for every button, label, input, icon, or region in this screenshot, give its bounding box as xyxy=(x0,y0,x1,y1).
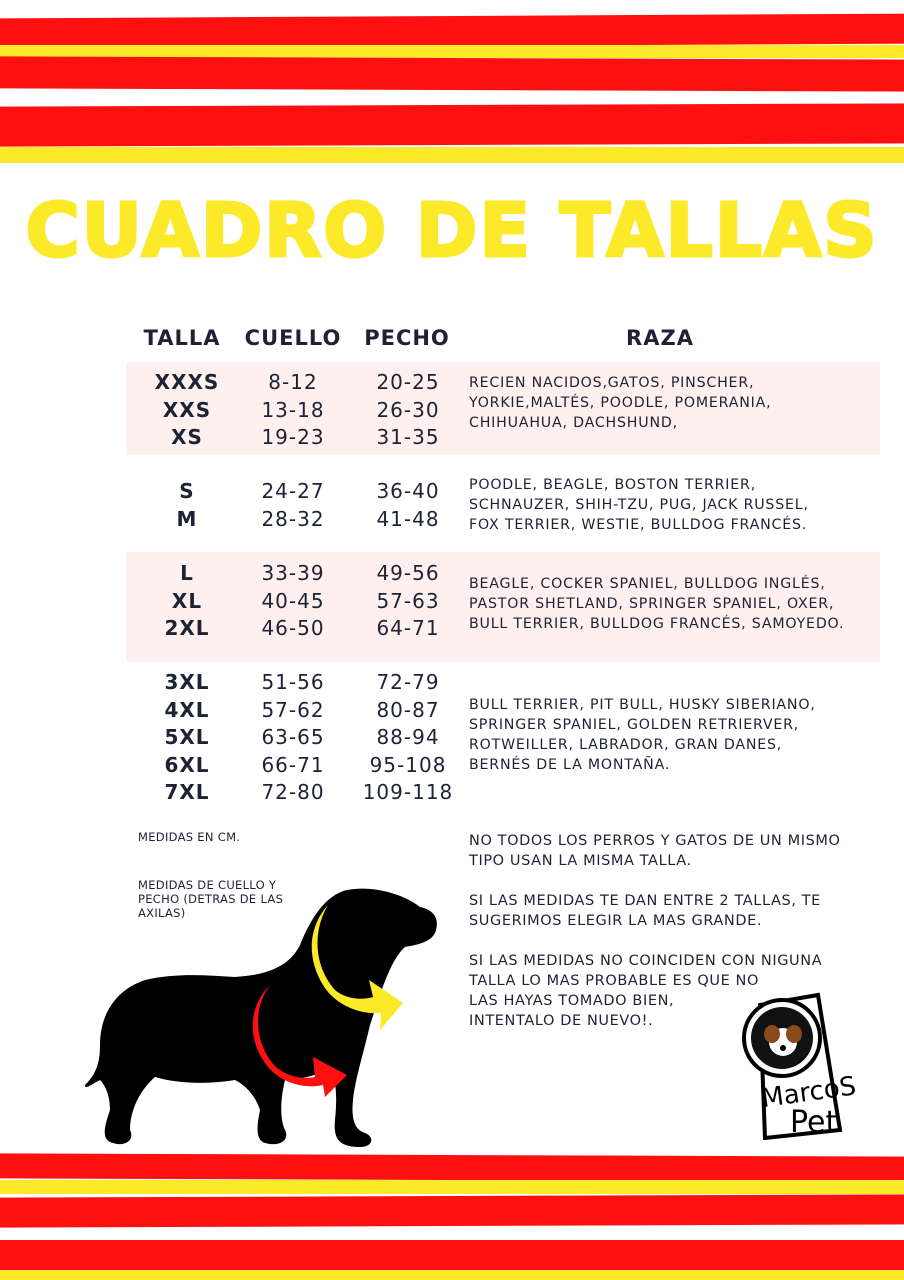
cuello-column: 24-27 28-32 xyxy=(240,478,346,533)
raza-line: BULL TERRIER, PIT BULL, HUSKY SIBERIANO, xyxy=(469,697,816,713)
pecho-cell: 31-35 xyxy=(376,425,440,449)
pecho-cell: 26-30 xyxy=(376,397,440,422)
talla-column: L XL 2XL xyxy=(140,560,234,643)
talla-cell: M xyxy=(176,506,198,531)
tip-line: TALLA LO MAS PROBABLE ES QUE NO xyxy=(469,973,760,989)
tip-line: TIPO USAN LA MISMA TALLA. xyxy=(469,853,692,869)
cuello-column: 51-56 57-62 63-65 66-71 72-80 xyxy=(240,669,346,807)
pecho-cell: 109-118 xyxy=(362,780,454,804)
logo-graphic: MarcoS Pet xyxy=(742,992,858,1141)
talla-cell: L xyxy=(180,561,194,585)
raza-line: POODLE, BEAGLE, BOSTON TERRIER, xyxy=(469,477,757,493)
tip-line: NO TODOS LOS PERROS Y GATOS DE UN MISMO xyxy=(469,833,841,849)
talla-cell: S xyxy=(179,479,195,503)
raza-line: CHIHUAHUA, DACHSHUND, xyxy=(469,415,678,431)
raza-line: SCHNAUZER, SHIH-TZU, PUG, JACK RUSSEL, xyxy=(469,497,809,513)
cuello-cell: 63-65 xyxy=(261,725,325,749)
cuello-cell: 51-56 xyxy=(261,670,325,694)
cuello-column: 33-39 40-45 46-50 xyxy=(240,560,346,643)
pecho-cell: 49-56 xyxy=(376,561,440,585)
tip-line: SUGERIMOS ELEGIR LA MAS GRANDE. xyxy=(469,913,763,929)
marcos-pet-logo: MarcoS Pet xyxy=(740,990,865,1141)
raza-line: FOX TERRIER, WESTIE, BULLDOG FRANCÉS. xyxy=(469,517,808,533)
note-line: PECHO (DETRAS DE LAS xyxy=(138,892,284,906)
measure-note: MEDIDAS DE CUELLO Y PECHO (DETRAS DE LAS… xyxy=(138,878,283,920)
dog-silhouette-icon xyxy=(85,888,437,1147)
tip-3: SI LAS MEDIDAS NO COINCIDEN CON NIGUNA T… xyxy=(469,951,822,1031)
tip-line: SI LAS MEDIDAS NO COINCIDEN CON NIGUNA xyxy=(469,953,823,969)
pecho-cell: 88-94 xyxy=(376,725,440,749)
raza-cell: RECIEN NACIDOS,GATOS, PINSCHER, YORKIE,MA… xyxy=(469,373,771,433)
raza-line: BERNÉS DE LA MONTAÑA. xyxy=(469,757,671,773)
pecho-cell: 95-108 xyxy=(369,752,447,777)
pecho-cell: 41-48 xyxy=(376,506,440,531)
page-title: CUADRO DE TALLAS xyxy=(24,187,879,276)
raza-line: BEAGLE, COCKER SPANIEL, BULLDOG INGLÉS, xyxy=(469,576,826,592)
pecho-column: 20-25 26-30 31-35 xyxy=(350,369,466,452)
talla-cell: 4XL xyxy=(164,697,210,722)
cuello-cell: 33-39 xyxy=(261,561,325,585)
talla-column: XXXS XXS XS xyxy=(140,369,234,452)
cuello-column: 8-12 13-18 19-23 xyxy=(240,369,346,452)
cuello-cell: 40-45 xyxy=(261,588,325,613)
pecho-cell: 64-71 xyxy=(376,616,440,640)
units-note: MEDIDAS EN CM. xyxy=(138,830,241,844)
note-line: MEDIDAS DE CUELLO Y xyxy=(138,878,277,892)
header-raza: RAZA xyxy=(626,326,694,350)
pecho-column: 36-40 41-48 xyxy=(350,478,466,533)
note-line: AXILAS) xyxy=(138,906,186,920)
pecho-cell: 20-25 xyxy=(376,370,440,394)
header-pecho: PECHO xyxy=(364,326,450,350)
pecho-cell: 72-79 xyxy=(376,670,440,694)
tip-2: SI LAS MEDIDAS TE DAN ENTRE 2 TALLAS, TE… xyxy=(469,891,821,931)
talla-cell: 7XL xyxy=(164,780,210,804)
row-band xyxy=(126,362,880,455)
cuello-cell: 19-23 xyxy=(261,425,325,449)
row-band xyxy=(126,552,880,662)
raza-line: SPRINGER SPANIEL, GOLDEN RETRIERVER, xyxy=(469,717,800,733)
pecho-column: 72-79 80-87 88-94 95-108 109-118 xyxy=(350,669,466,807)
raza-line: BULL TERRIER, BULLDOG FRANCÉS, SAMOYEDO. xyxy=(469,616,845,632)
raza-line: YORKIE,MALTÉS, POODLE, POMERANIA, xyxy=(469,395,772,411)
talla-cell: XXS xyxy=(162,397,212,422)
talla-cell: 5XL xyxy=(164,725,210,749)
talla-cell: 6XL xyxy=(164,752,210,777)
talla-cell: 2XL xyxy=(164,616,210,640)
cuello-cell: 8-12 xyxy=(268,370,318,394)
talla-cell: XXXS xyxy=(154,370,220,394)
cuello-cell: 24-27 xyxy=(261,479,325,503)
pecho-cell: 57-63 xyxy=(376,588,440,613)
raza-line: RECIEN NACIDOS,GATOS, PINSCHER, xyxy=(469,375,755,391)
cuello-cell: 72-80 xyxy=(261,780,325,804)
raza-line: ROTWEILLER, LABRADOR, GRAN DANES, xyxy=(469,737,783,753)
talla-cell: XL xyxy=(171,588,203,613)
svg-text:Pet: Pet xyxy=(790,1105,837,1140)
talla-column: 3XL 4XL 5XL 6XL 7XL xyxy=(140,669,234,807)
raza-line: PASTOR SHETLAND, SPRINGER SPANIEL, OXER, xyxy=(469,596,835,612)
raza-cell: POODLE, BEAGLE, BOSTON TERRIER, SCHNAUZER… xyxy=(469,475,809,535)
raza-cell: BULL TERRIER, PIT BULL, HUSKY SIBERIANO,… xyxy=(469,695,816,775)
tip-line: INTENTALO DE NUEVO!. xyxy=(469,1013,654,1029)
talla-cell: 3XL xyxy=(164,670,210,694)
pecho-cell: 80-87 xyxy=(376,697,440,722)
tip-1: NO TODOS LOS PERROS Y GATOS DE UN MISMO … xyxy=(469,831,841,871)
tip-line: SI LAS MEDIDAS TE DAN ENTRE 2 TALLAS, TE xyxy=(469,893,821,909)
cuello-cell: 28-32 xyxy=(261,506,325,531)
cuello-cell: 57-62 xyxy=(261,697,325,722)
talla-cell: XS xyxy=(171,425,203,449)
cuello-cell: 13-18 xyxy=(261,397,325,422)
header-cuello: CUELLO xyxy=(244,326,342,350)
tip-line: LAS HAYAS TOMADO BIEN, xyxy=(469,993,675,1009)
raza-cell: BEAGLE, COCKER SPANIEL, BULLDOG INGLÉS, P… xyxy=(469,574,844,634)
cuello-cell: 66-71 xyxy=(261,752,325,777)
header-talla: TALLA xyxy=(143,326,221,350)
pecho-cell: 36-40 xyxy=(376,479,440,503)
cuello-cell: 46-50 xyxy=(261,616,325,640)
pecho-column: 49-56 57-63 64-71 xyxy=(350,560,466,643)
